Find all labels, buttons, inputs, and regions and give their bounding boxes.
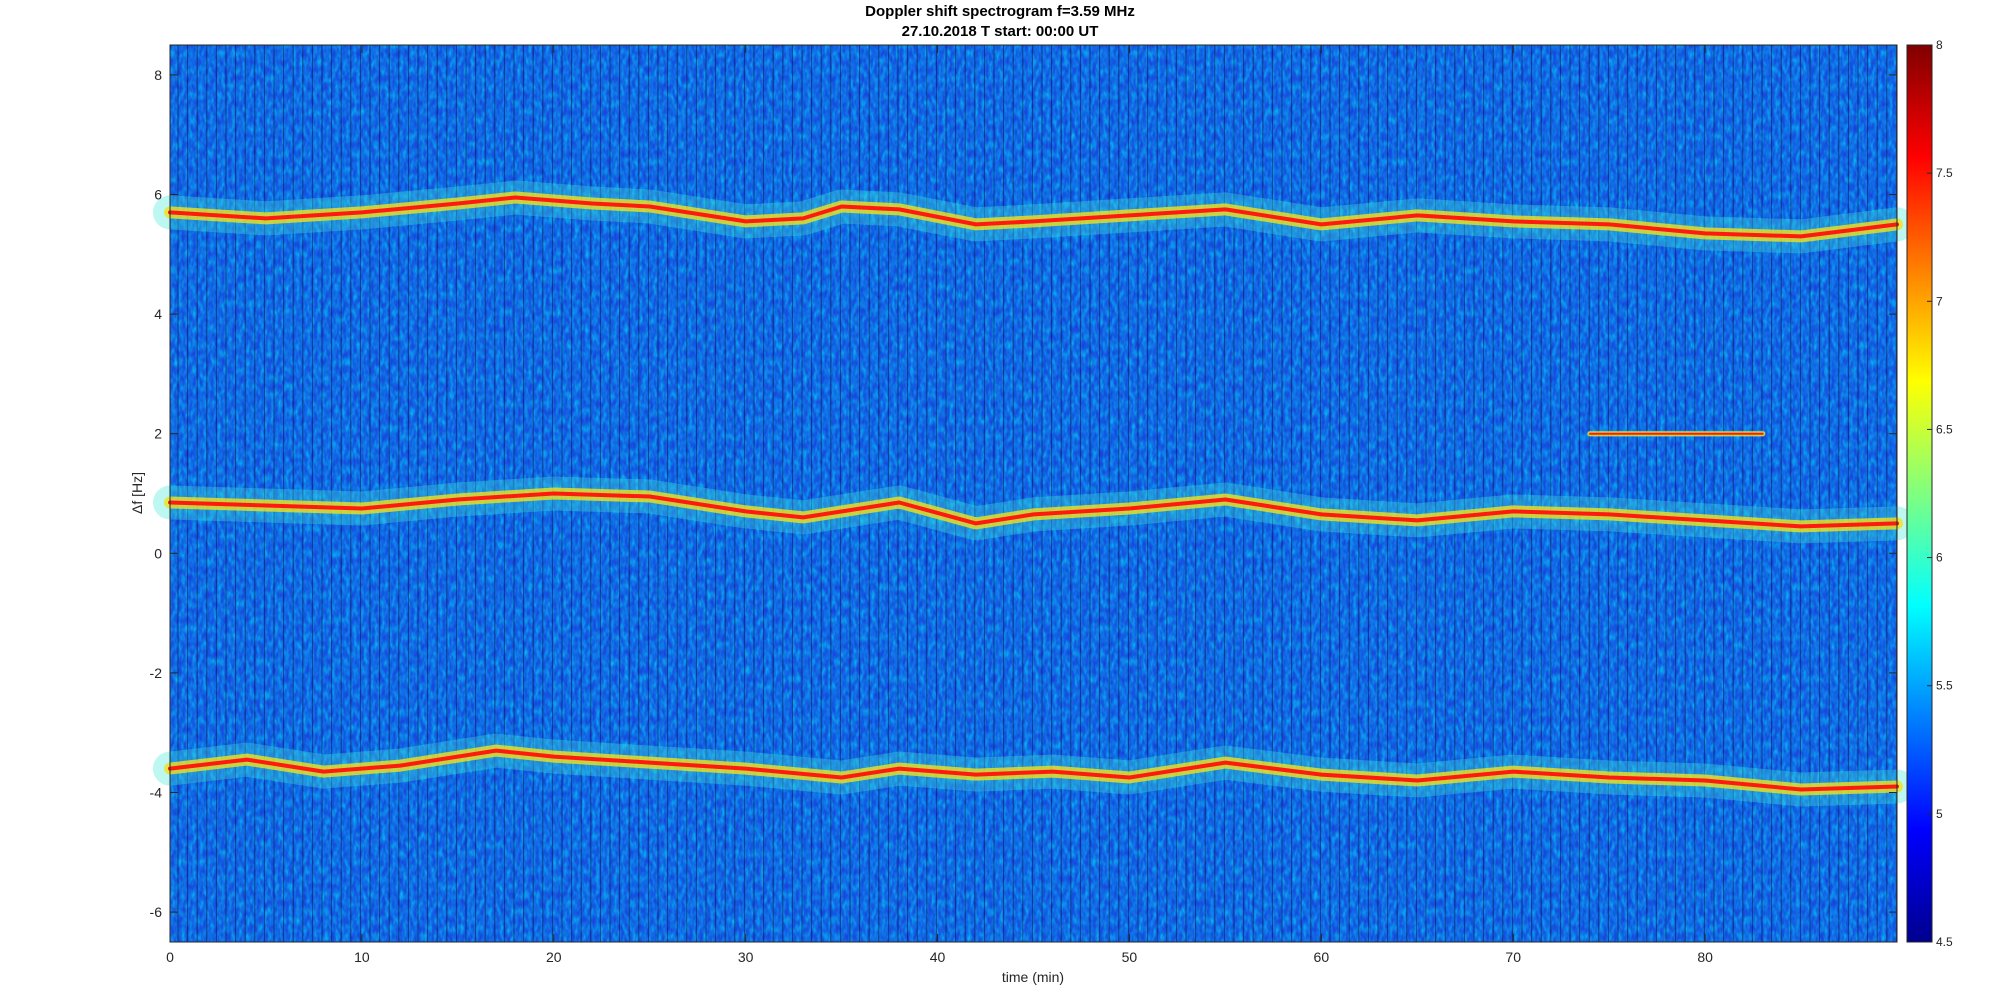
- colorbar-tick-label: 7: [1936, 294, 1943, 308]
- colorbar-tick-label: 6: [1936, 551, 1943, 565]
- y-tick-label: -2: [150, 665, 163, 681]
- colorbar-tick-label: 4.5: [1936, 935, 1953, 949]
- x-tick-label: 0: [166, 949, 174, 965]
- x-tick-label: 60: [1314, 949, 1330, 965]
- plot-area: [153, 44, 1914, 943]
- y-tick-label: 0: [154, 545, 162, 561]
- colorbar-tick-label: 5: [1936, 807, 1943, 821]
- y-axis-label: Δf [Hz]: [129, 472, 145, 514]
- y-tick-label: 2: [154, 426, 162, 442]
- x-axis-label: time (min): [1002, 969, 1064, 985]
- y-tick-label: -4: [150, 785, 163, 801]
- x-tick-label: 20: [546, 949, 562, 965]
- colorbar-tick-label: 6.5: [1936, 422, 1953, 436]
- y-tick-label: 4: [154, 306, 162, 322]
- x-tick-label: 10: [354, 949, 370, 965]
- colorbar: 4.5 5 5.5 6 6.5 7 7.5 8: [1906, 38, 1953, 949]
- colorbar-tick-label: 8: [1936, 38, 1943, 52]
- x-tick-label: 30: [738, 949, 754, 965]
- x-tick-label: 40: [930, 949, 946, 965]
- x-tick-label: 50: [1122, 949, 1138, 965]
- x-axis: 0 10 20 30 40 50 60 70 80: [166, 45, 1713, 965]
- x-tick-label: 70: [1505, 949, 1521, 965]
- colorbar-tick-label: 7.5: [1936, 166, 1953, 180]
- y-tick-label: -6: [150, 904, 163, 920]
- doppler-traces: [153, 180, 1914, 807]
- trace-line: [168, 491, 1899, 529]
- plot-frame: [169, 44, 1898, 943]
- chart-title: Doppler shift spectrogram f=3.59 MHz: [865, 3, 1135, 20]
- colorbar-ticks: 4.5 5 5.5 6 6.5 7 7.5 8: [1927, 38, 1953, 949]
- trace-line: [168, 748, 1899, 792]
- x-tick-label: 80: [1697, 949, 1713, 965]
- chart-subtitle: 27.10.2018 T start: 00:00 UT: [901, 23, 1099, 40]
- y-tick-label: 8: [154, 67, 162, 83]
- y-axis: -6 -4 -2 0 2 4 6 8: [150, 67, 1897, 920]
- y-tick-label: 6: [154, 187, 162, 203]
- trace-line: [168, 195, 1899, 239]
- time-stripes: [177, 45, 1897, 942]
- colorbar-tick-label: 5.5: [1936, 679, 1953, 693]
- colorbar-gradient: [1906, 44, 1933, 943]
